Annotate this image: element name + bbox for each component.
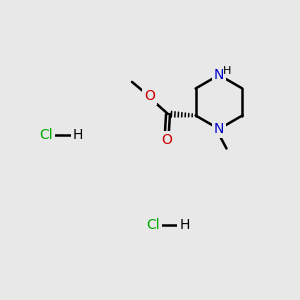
Text: H: H [179,218,190,232]
Text: Cl: Cl [40,128,53,142]
Text: Cl: Cl [146,218,160,232]
Text: N: N [214,122,224,136]
Text: H: H [73,128,83,142]
Text: H: H [223,66,231,76]
Text: O: O [144,89,155,103]
Text: O: O [161,133,172,147]
Text: N: N [214,68,224,82]
